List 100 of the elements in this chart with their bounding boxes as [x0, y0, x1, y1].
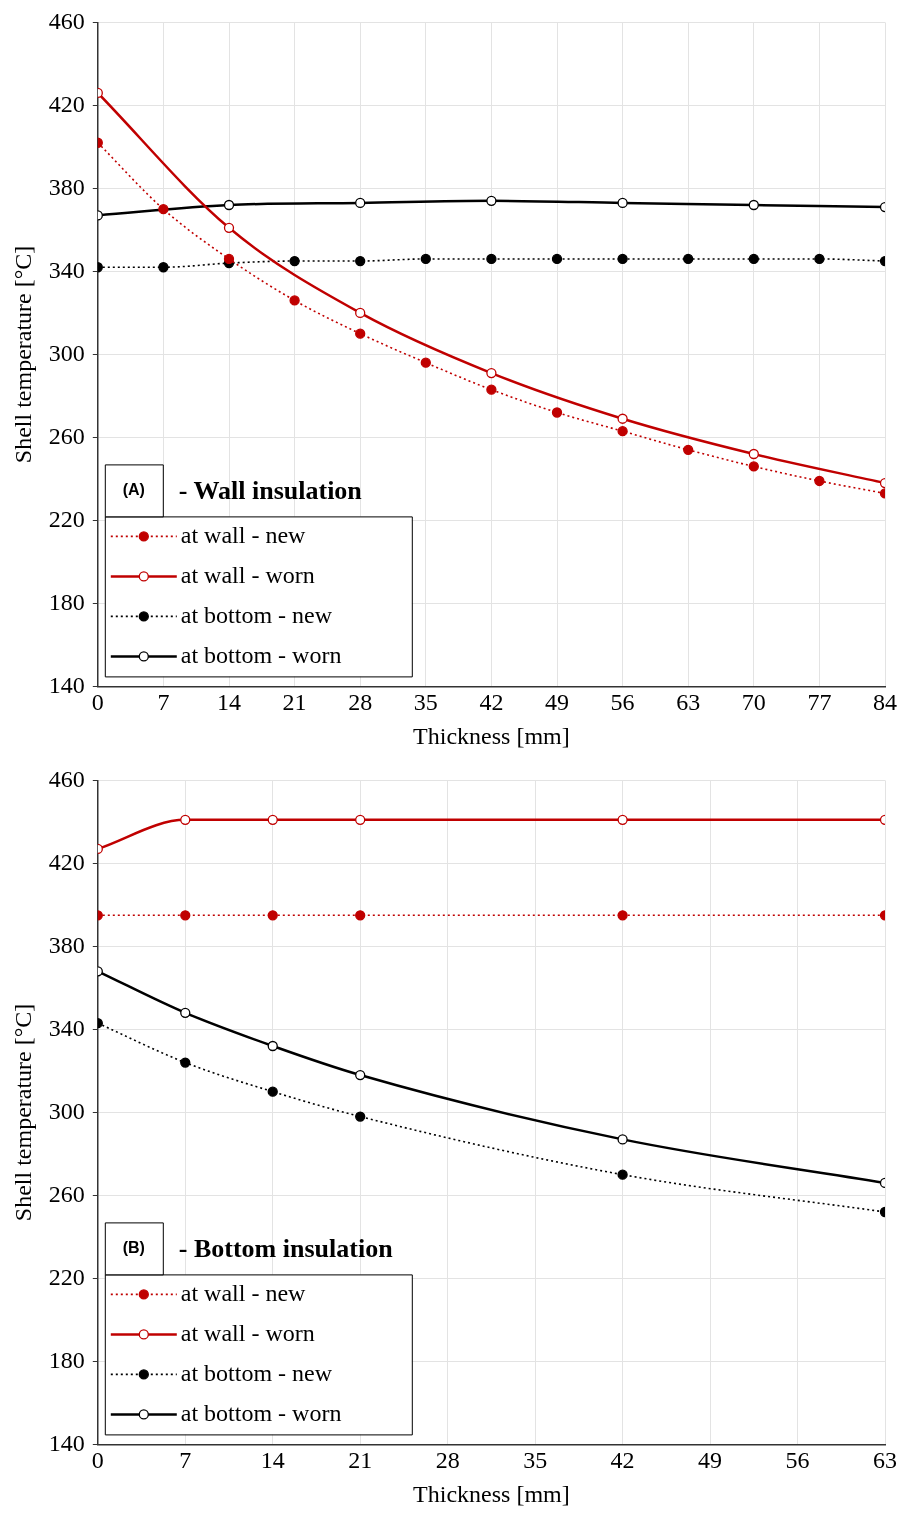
- x-tick-label: 14: [260, 1447, 285, 1474]
- x-tick-label: 21: [348, 1447, 373, 1474]
- point: [355, 197, 366, 209]
- x-tick-label: 63: [873, 1447, 897, 1474]
- legend-label: at bottom - new: [180, 1359, 333, 1386]
- point: [180, 1007, 191, 1018]
- point: [355, 910, 366, 921]
- y-tick-label: 340: [48, 256, 85, 283]
- point: [617, 1169, 628, 1180]
- point: [748, 448, 759, 460]
- y-tick-label: 220: [48, 505, 85, 532]
- point: [617, 426, 628, 437]
- point: [748, 461, 759, 472]
- point: [551, 253, 563, 265]
- point: [223, 222, 235, 233]
- point: [486, 384, 497, 395]
- y-tick-label: 140: [48, 1429, 85, 1456]
- x-tick-label: 0: [91, 1447, 104, 1474]
- point: [617, 910, 628, 921]
- point: [420, 253, 431, 265]
- x-tick-label: 70: [741, 689, 766, 716]
- y-tick-label: 260: [48, 1180, 85, 1207]
- point: [617, 1134, 628, 1145]
- point: [814, 475, 825, 487]
- point: [748, 253, 759, 265]
- point: [486, 253, 497, 265]
- y-tick-label: 300: [48, 339, 85, 366]
- point: [617, 197, 628, 209]
- y-tick-label: 380: [48, 173, 85, 200]
- text: - Bottom insulation: [178, 1234, 394, 1264]
- text: (A): [122, 480, 145, 498]
- point: [180, 910, 191, 921]
- point: [355, 255, 366, 267]
- point: [355, 328, 366, 339]
- legend-label: at wall - new: [180, 1279, 307, 1306]
- x-tick-label: 84: [873, 689, 897, 716]
- point: [617, 253, 628, 265]
- point: [683, 444, 694, 455]
- legend-label: at bottom - worn: [180, 641, 342, 668]
- y-tick-label: 340: [48, 1014, 85, 1041]
- point: [267, 1086, 278, 1097]
- y-tick-label: 180: [48, 1346, 85, 1373]
- x-tick-label: 56: [785, 1447, 810, 1474]
- point: [355, 814, 366, 825]
- y-tick-label: 140: [48, 671, 85, 698]
- text: - Wall insulation: [178, 476, 363, 506]
- point: [486, 195, 497, 206]
- x-tick-label: 0: [91, 689, 104, 716]
- y-tick-label: 420: [48, 90, 85, 117]
- y-tick-label: 220: [48, 1263, 85, 1290]
- x-axis-title: Thickness [mm]: [413, 1480, 570, 1507]
- point: [158, 262, 169, 273]
- point: [267, 1040, 278, 1052]
- text: (B): [122, 1238, 145, 1256]
- point: [420, 357, 431, 368]
- y-tick-label: 460: [48, 7, 85, 34]
- point: [289, 295, 300, 306]
- x-tick-label: 56: [610, 689, 635, 716]
- point: [355, 1069, 366, 1081]
- x-tick-label: 63: [676, 689, 701, 716]
- x-tick-label: 28: [348, 689, 373, 716]
- point: [289, 255, 300, 267]
- y-tick-label: 300: [48, 1097, 85, 1124]
- x-tick-label: 35: [523, 1447, 548, 1474]
- point: [158, 204, 169, 215]
- y-tick-label: 420: [48, 848, 85, 875]
- point: [180, 1057, 191, 1068]
- legend-label: at wall - worn: [180, 1319, 315, 1346]
- point: [814, 253, 825, 265]
- legend-label: at wall - new: [180, 521, 307, 548]
- point: [223, 253, 235, 265]
- point: [748, 199, 759, 211]
- point: [223, 199, 235, 211]
- x-tick-label: 42: [479, 689, 504, 716]
- x-tick-label: 42: [610, 1447, 635, 1474]
- point: [180, 814, 191, 825]
- point: [267, 910, 278, 921]
- point: [355, 307, 366, 319]
- x-axis-title: Thickness [mm]: [413, 722, 570, 749]
- y-axis-title: Shell temperature [°C]: [9, 1003, 36, 1222]
- legend-label: at wall - worn: [180, 561, 315, 588]
- x-tick-label: 77: [807, 689, 832, 716]
- y-tick-label: 260: [48, 422, 85, 449]
- y-tick-label: 180: [48, 588, 85, 615]
- y-tick-label: 460: [48, 765, 85, 792]
- point: [617, 814, 628, 825]
- y-axis-title: Shell temperature [°C]: [9, 245, 36, 464]
- point: [683, 253, 694, 265]
- x-tick-label: 49: [545, 689, 569, 716]
- x-tick-label: 35: [413, 689, 438, 716]
- x-tick-label: 7: [179, 1447, 192, 1474]
- x-tick-label: 7: [157, 689, 170, 716]
- point: [551, 407, 563, 418]
- legend-label: at bottom - worn: [180, 1399, 342, 1426]
- y-tick-label: 380: [48, 931, 85, 958]
- point: [267, 814, 278, 825]
- point: [355, 1111, 366, 1122]
- legend-label: at bottom - new: [180, 601, 333, 628]
- point: [617, 413, 628, 424]
- point: [486, 367, 497, 379]
